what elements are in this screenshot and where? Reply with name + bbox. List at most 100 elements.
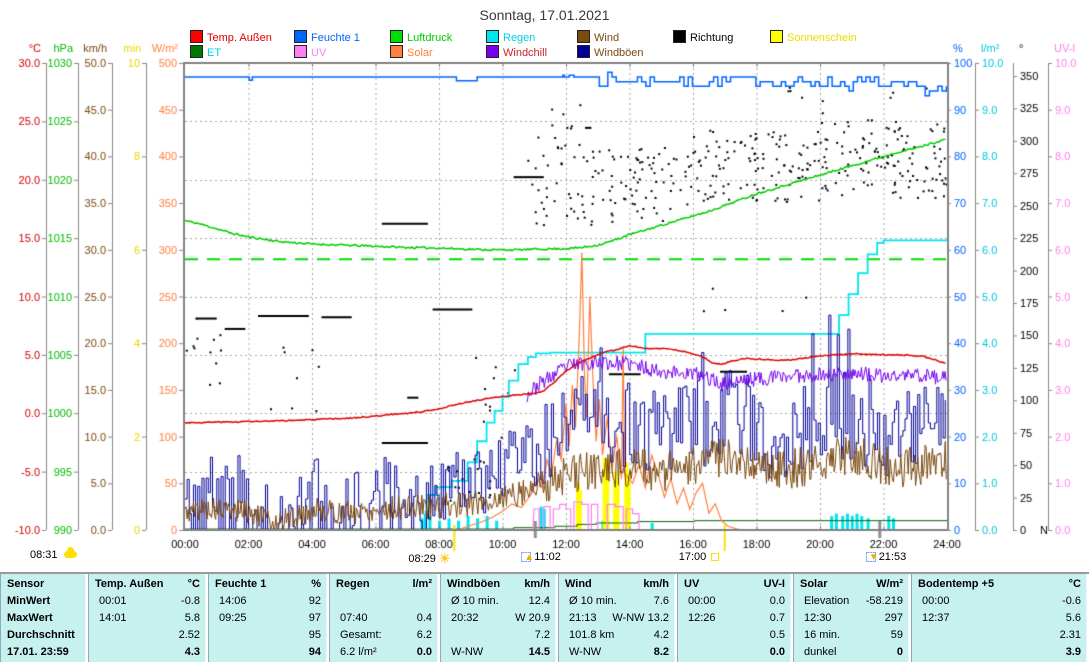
stat-value: 2.52 — [178, 629, 200, 641]
legend-label: Solar — [407, 47, 433, 59]
stat-value: 7.6 — [653, 595, 669, 607]
sensor-name: Wind — [565, 578, 592, 590]
stat-time-or-label: 00:00 — [688, 595, 716, 607]
astro-marker-17-00: 17:00 — [679, 551, 720, 563]
row-label: 17.01. 23:59 — [7, 646, 69, 658]
stat-value: 12.4 — [528, 595, 550, 607]
stats-column-bodentemp-5: Bodentemp +5 °C 00:00 -0.6 12:37 5.6 2.31 3.9 — [911, 574, 1087, 662]
sensor-name: Temp. Außen — [95, 578, 164, 590]
stat-time-or-label — [215, 627, 219, 644]
legend-item-windb-en: Windböen — [577, 45, 644, 59]
stat-value: -0.6 — [1062, 595, 1081, 607]
row-label: Sensor — [7, 578, 45, 590]
legend-item-luftdruck: Luftdruck — [390, 30, 452, 44]
sensor-unit: % — [311, 578, 321, 590]
stat-time-or-label: W-NW — [569, 646, 602, 658]
legend-label: Temp. Außen — [207, 32, 272, 44]
astro-marker-time: 08:31 — [30, 549, 58, 561]
legend-swatch — [190, 30, 203, 43]
stat-time-or-label: 101.8 km — [569, 629, 615, 641]
legend-label: Windböen — [594, 47, 644, 59]
legend-item-richtung: Richtung — [673, 30, 733, 44]
astro-marker-11-02: ▲11:02 — [521, 551, 561, 563]
stat-time-or-label: 14:06 — [219, 595, 247, 607]
stat-time-or-label: 14:01 — [99, 612, 127, 624]
sensor-unit: UV-I — [763, 578, 785, 590]
stats-column-wind: Wind km/h Ø 10 min. 7.6 21:13 W-NW 13.2 101.8 … — [558, 574, 675, 662]
legend-swatch — [486, 45, 499, 58]
stat-value: 0 — [896, 646, 903, 658]
astro-marker-time: 17:00 — [678, 551, 707, 563]
legend-swatch — [190, 45, 203, 58]
stat-time-or-label: 07:40 — [340, 612, 368, 624]
stat-value: 0.0 — [769, 646, 785, 658]
legend-swatch — [577, 45, 590, 58]
legend-swatch — [770, 30, 783, 43]
stat-time-or-label — [684, 644, 688, 661]
sunset-icon — [711, 553, 720, 562]
stat-value: W-NW 13.2 — [612, 612, 669, 624]
stat-value: 59 — [890, 629, 903, 641]
stat-time-or-label — [215, 644, 219, 661]
legend-item-solar: Solar — [390, 45, 433, 59]
stats-column-uv: UV UV-I 00:00 0.0 12:26 0.7 0.5 0.0 — [677, 574, 791, 662]
row-label: MaxWert — [7, 612, 53, 624]
stat-time-or-label: 20:32 — [451, 612, 479, 624]
stat-value: 3.9 — [1065, 646, 1081, 658]
legend-label: Feuchte 1 — [311, 32, 360, 44]
stat-time-or-label: 21:13 — [569, 612, 597, 624]
stat-value: 95 — [308, 629, 321, 641]
legend-swatch — [294, 45, 307, 58]
astro-marker-08-29: 08:29 ☀ — [408, 551, 450, 567]
sensor-unit: km/h — [524, 578, 550, 590]
stat-time-or-label: Elevation — [804, 595, 850, 607]
stat-value: 0.0 — [769, 595, 785, 607]
stats-table: Sensor MinWert MaxWert Durchschnitt 17.01. 2… — [0, 572, 1089, 662]
astro-marker-08-31: 08:31 — [30, 546, 77, 561]
sensor-name: Feuchte 1 — [215, 578, 267, 590]
stat-value: 6.2 — [416, 629, 432, 641]
astro-marker-time: 11:02 — [534, 551, 561, 563]
stat-value: -58.219 — [865, 595, 903, 607]
stat-value: 8.2 — [653, 646, 669, 658]
stat-value: -0.8 — [181, 595, 200, 607]
stat-value: 0.4 — [416, 612, 432, 624]
legend-label: Richtung — [690, 32, 734, 44]
astro-marker-time: 21:53 — [878, 551, 907, 563]
legend-item-et: ET — [190, 45, 221, 59]
legend-item-uv: UV — [294, 45, 326, 59]
weather-chart-canvas — [0, 0, 1089, 572]
stat-time-or-label: 09:25 — [219, 612, 247, 624]
legend-label: Sonnenschein — [787, 32, 857, 44]
arrow-icon: ▼ — [868, 551, 879, 563]
legend-item-windchill: Windchill — [486, 45, 547, 59]
legend-label: Wind — [594, 32, 620, 44]
row-label: Durchschnitt — [7, 629, 75, 641]
legend-item-wind: Wind — [577, 30, 619, 44]
legend-item-temp-au-en: Temp. Außen — [190, 30, 272, 44]
sensor-name: Solar — [800, 578, 828, 590]
stat-time-or-label: 12:37 — [922, 612, 950, 624]
stat-time-or-label — [684, 627, 688, 644]
stat-value: 5.6 — [1065, 612, 1081, 624]
stat-value: 0.7 — [769, 612, 785, 624]
stat-time-or-label: W-NW — [451, 646, 484, 658]
stat-time-or-label — [447, 627, 451, 644]
stats-column-windb-en: Windböen km/h Ø 10 min. 12.4 20:32 W 20.9 7.2 W… — [440, 574, 556, 662]
legend-label: ET — [207, 47, 222, 59]
legend-label: UV — [311, 47, 327, 59]
sensor-name: Bodentemp +5 — [918, 578, 995, 590]
sensor-unit: °C — [1068, 578, 1081, 590]
stat-time-or-label: 12:30 — [804, 612, 832, 624]
legend-swatch — [577, 30, 590, 43]
arrow-icon: ▲ — [524, 551, 535, 563]
stat-value: 297 — [884, 612, 903, 624]
sensor-unit: W/m² — [876, 578, 903, 590]
legend-swatch — [673, 30, 686, 43]
stat-time-or-label — [918, 644, 922, 661]
stat-time-or-label — [336, 593, 340, 610]
stat-time-or-label: dunkel — [804, 646, 837, 658]
stat-value: 0.5 — [769, 629, 785, 641]
stat-time-or-label: Gesamt: — [340, 629, 382, 641]
stat-time-or-label: 16 min. — [804, 629, 841, 641]
